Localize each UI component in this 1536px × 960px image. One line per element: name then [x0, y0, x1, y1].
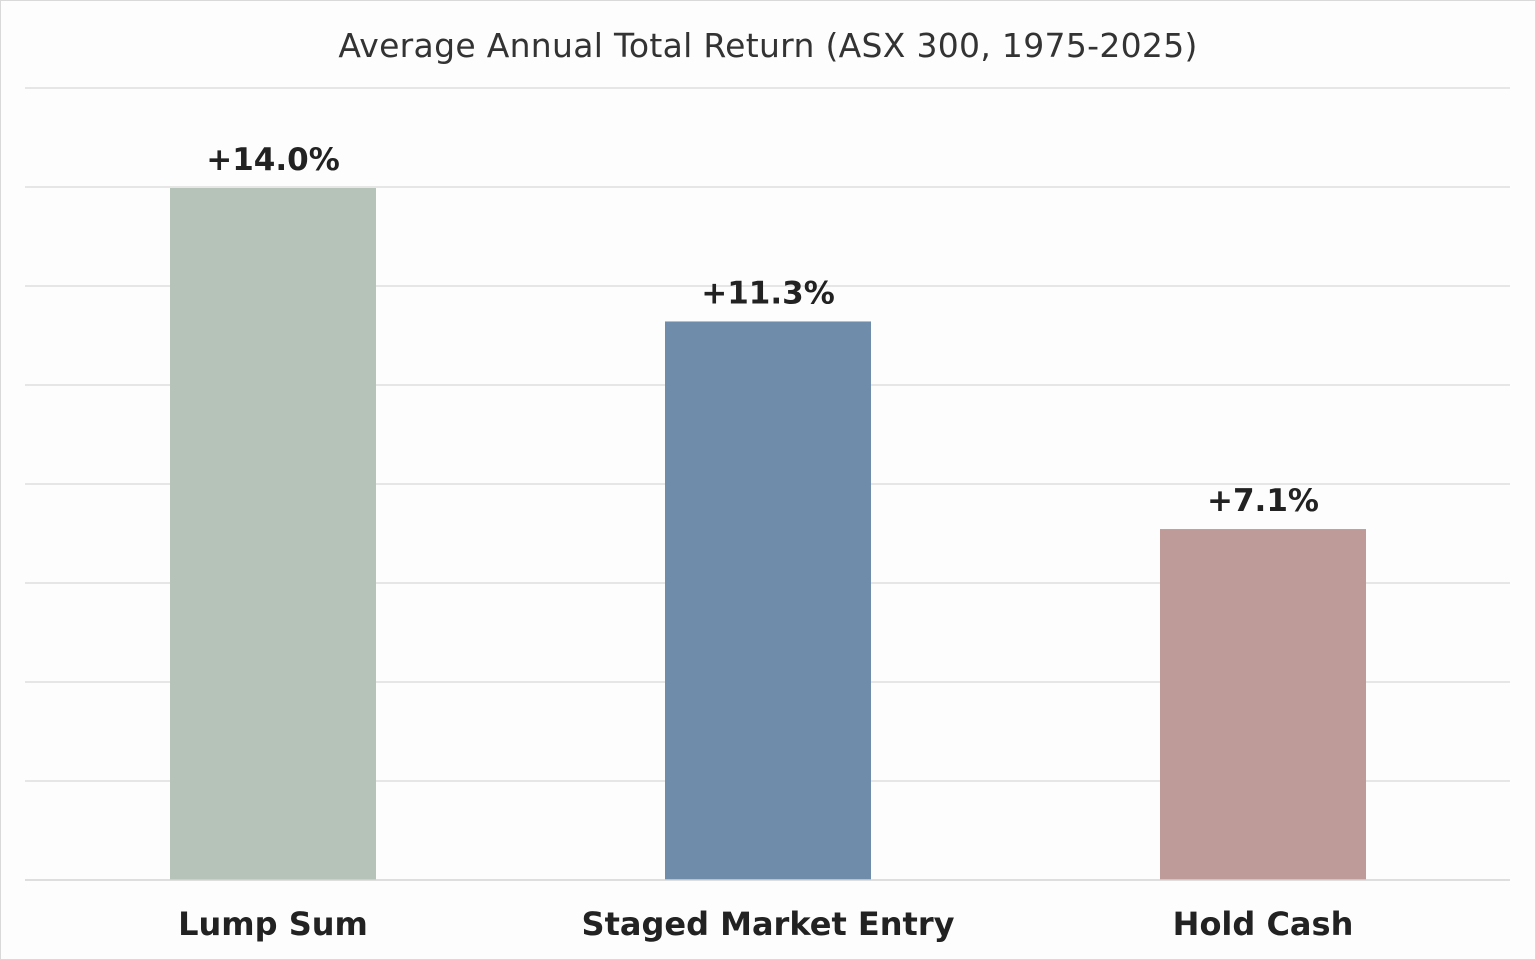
category-label-2: Staged Market Entry	[582, 905, 955, 943]
data-label-2: +11.3%	[701, 275, 835, 311]
bar-2	[665, 321, 871, 880]
chart-title: Average Annual Total Return (ASX 300, 19…	[338, 26, 1198, 65]
category-label-1: Lump Sum	[178, 905, 368, 943]
bar-1	[170, 188, 376, 880]
data-label-1: +14.0%	[206, 142, 340, 178]
bar-3	[1160, 529, 1366, 880]
category-label-3: Hold Cash	[1173, 905, 1354, 943]
data-label-3: +7.1%	[1207, 483, 1319, 519]
